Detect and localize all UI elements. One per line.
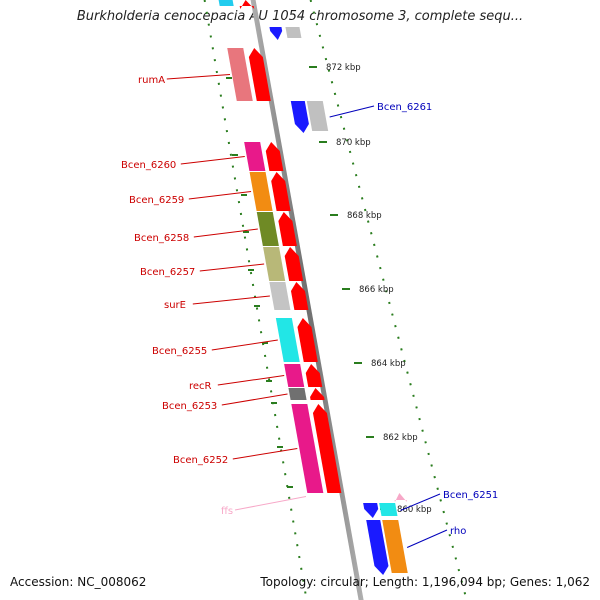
scale-tick-label: 866 kbp <box>359 285 394 295</box>
backbone-layer <box>250 0 364 600</box>
gene-box[interactable] <box>256 212 279 246</box>
forward-cds-arrow[interactable] <box>366 520 389 575</box>
genome-stats: Topology: circular; Length: 1,196,094 bp… <box>260 575 590 589</box>
cds-arrow[interactable] <box>265 142 284 171</box>
labels-layer: rumA Bcen_6260 Bcen_6259 Bcen_6258 Bcen_6257… <box>121 74 498 548</box>
gene-label[interactable]: recR <box>189 381 212 392</box>
cds-arrow[interactable] <box>271 172 291 211</box>
forward-cds-arrow[interactable] <box>290 101 309 133</box>
cds-arrow[interactable] <box>310 388 325 400</box>
gene-label[interactable]: rho <box>450 526 466 537</box>
gene-label-leader <box>217 375 285 386</box>
rna-arrow[interactable] <box>394 493 407 502</box>
gene-label[interactable]: Bcen_6258 <box>134 233 189 244</box>
scale-tick-label: 864 kbp <box>371 359 406 369</box>
chromosome-backbone <box>250 0 364 600</box>
gene-label[interactable]: Bcen_6259 <box>129 195 184 206</box>
gene-box[interactable] <box>218 0 234 6</box>
gene-box[interactable] <box>269 282 291 310</box>
gene-label-leader <box>188 191 252 200</box>
gene-box[interactable] <box>379 503 398 516</box>
gene-label[interactable]: Bcen_6251 <box>443 490 498 501</box>
scale-tick-label: 870 kbp <box>336 138 371 148</box>
genes-layer <box>218 0 408 575</box>
scale-tick-label: 860 kbp <box>397 505 432 515</box>
gene-label-leader <box>221 393 288 406</box>
gene-box[interactable] <box>285 27 302 38</box>
gene-box[interactable] <box>382 520 408 573</box>
scale-tick-label: 862 kbp <box>383 433 418 443</box>
gene-label-leader <box>199 263 265 272</box>
forward-cds-arrow[interactable] <box>363 503 379 518</box>
gene-box[interactable] <box>275 318 300 362</box>
gene-label[interactable]: Bcen_6261 <box>377 102 432 113</box>
gene-label-leader <box>406 529 448 548</box>
gene-label-leader <box>400 493 441 511</box>
gene-label-leader <box>193 228 258 238</box>
gene-box[interactable] <box>306 101 329 131</box>
cds-arrow[interactable] <box>239 0 255 9</box>
map-title: Burkholderia cenocepacia AU 1054 chromos… <box>76 9 524 24</box>
scale-tick-label: 868 kbp <box>347 211 382 221</box>
cds-arrow[interactable] <box>278 212 297 246</box>
gene-label[interactable]: Bcen_6252 <box>173 455 228 466</box>
cds-arrow[interactable] <box>297 318 318 362</box>
gene-label[interactable]: Bcen_6253 <box>162 401 217 412</box>
gene-label-leader <box>211 339 278 351</box>
gene-box[interactable] <box>263 247 286 281</box>
gene-label-leader <box>192 295 270 305</box>
gene-box[interactable] <box>284 364 305 387</box>
cds-arrow[interactable] <box>248 48 271 101</box>
cds-arrow[interactable] <box>284 247 304 281</box>
gene-label[interactable]: rumA <box>138 75 165 86</box>
gene-box[interactable] <box>244 142 266 171</box>
gene-label[interactable]: Bcen_6257 <box>140 267 195 278</box>
cds-arrow[interactable] <box>305 364 323 387</box>
gene-label-leader <box>234 496 307 511</box>
gene-label-leader <box>166 74 231 80</box>
scale-tick-label: 872 kbp <box>326 63 361 73</box>
gene-box[interactable] <box>249 172 273 211</box>
cds-arrow[interactable] <box>290 282 309 310</box>
gene-label-leader <box>329 105 375 118</box>
gene-label[interactable]: ffs <box>221 506 233 517</box>
gene-label[interactable]: surE <box>164 300 186 311</box>
forward-cds-arrow[interactable] <box>269 27 283 40</box>
gene-box[interactable] <box>227 48 253 101</box>
cds-arrow[interactable] <box>312 404 342 493</box>
scale-layer: 872 kbp 870 kbp 868 kbp 866 kbp 864 kbp 862 k… <box>203 0 468 600</box>
gene-box[interactable] <box>291 404 324 493</box>
gene-label[interactable]: Bcen_6260 <box>121 160 176 171</box>
gene-label-leader <box>180 156 245 165</box>
gene-label[interactable]: Bcen_6255 <box>152 346 207 357</box>
scale-track-outer <box>309 0 468 600</box>
accession-text: Accession: NC_008062 <box>10 575 147 589</box>
gene-box[interactable] <box>288 388 307 400</box>
gene-label-leader <box>232 448 298 460</box>
